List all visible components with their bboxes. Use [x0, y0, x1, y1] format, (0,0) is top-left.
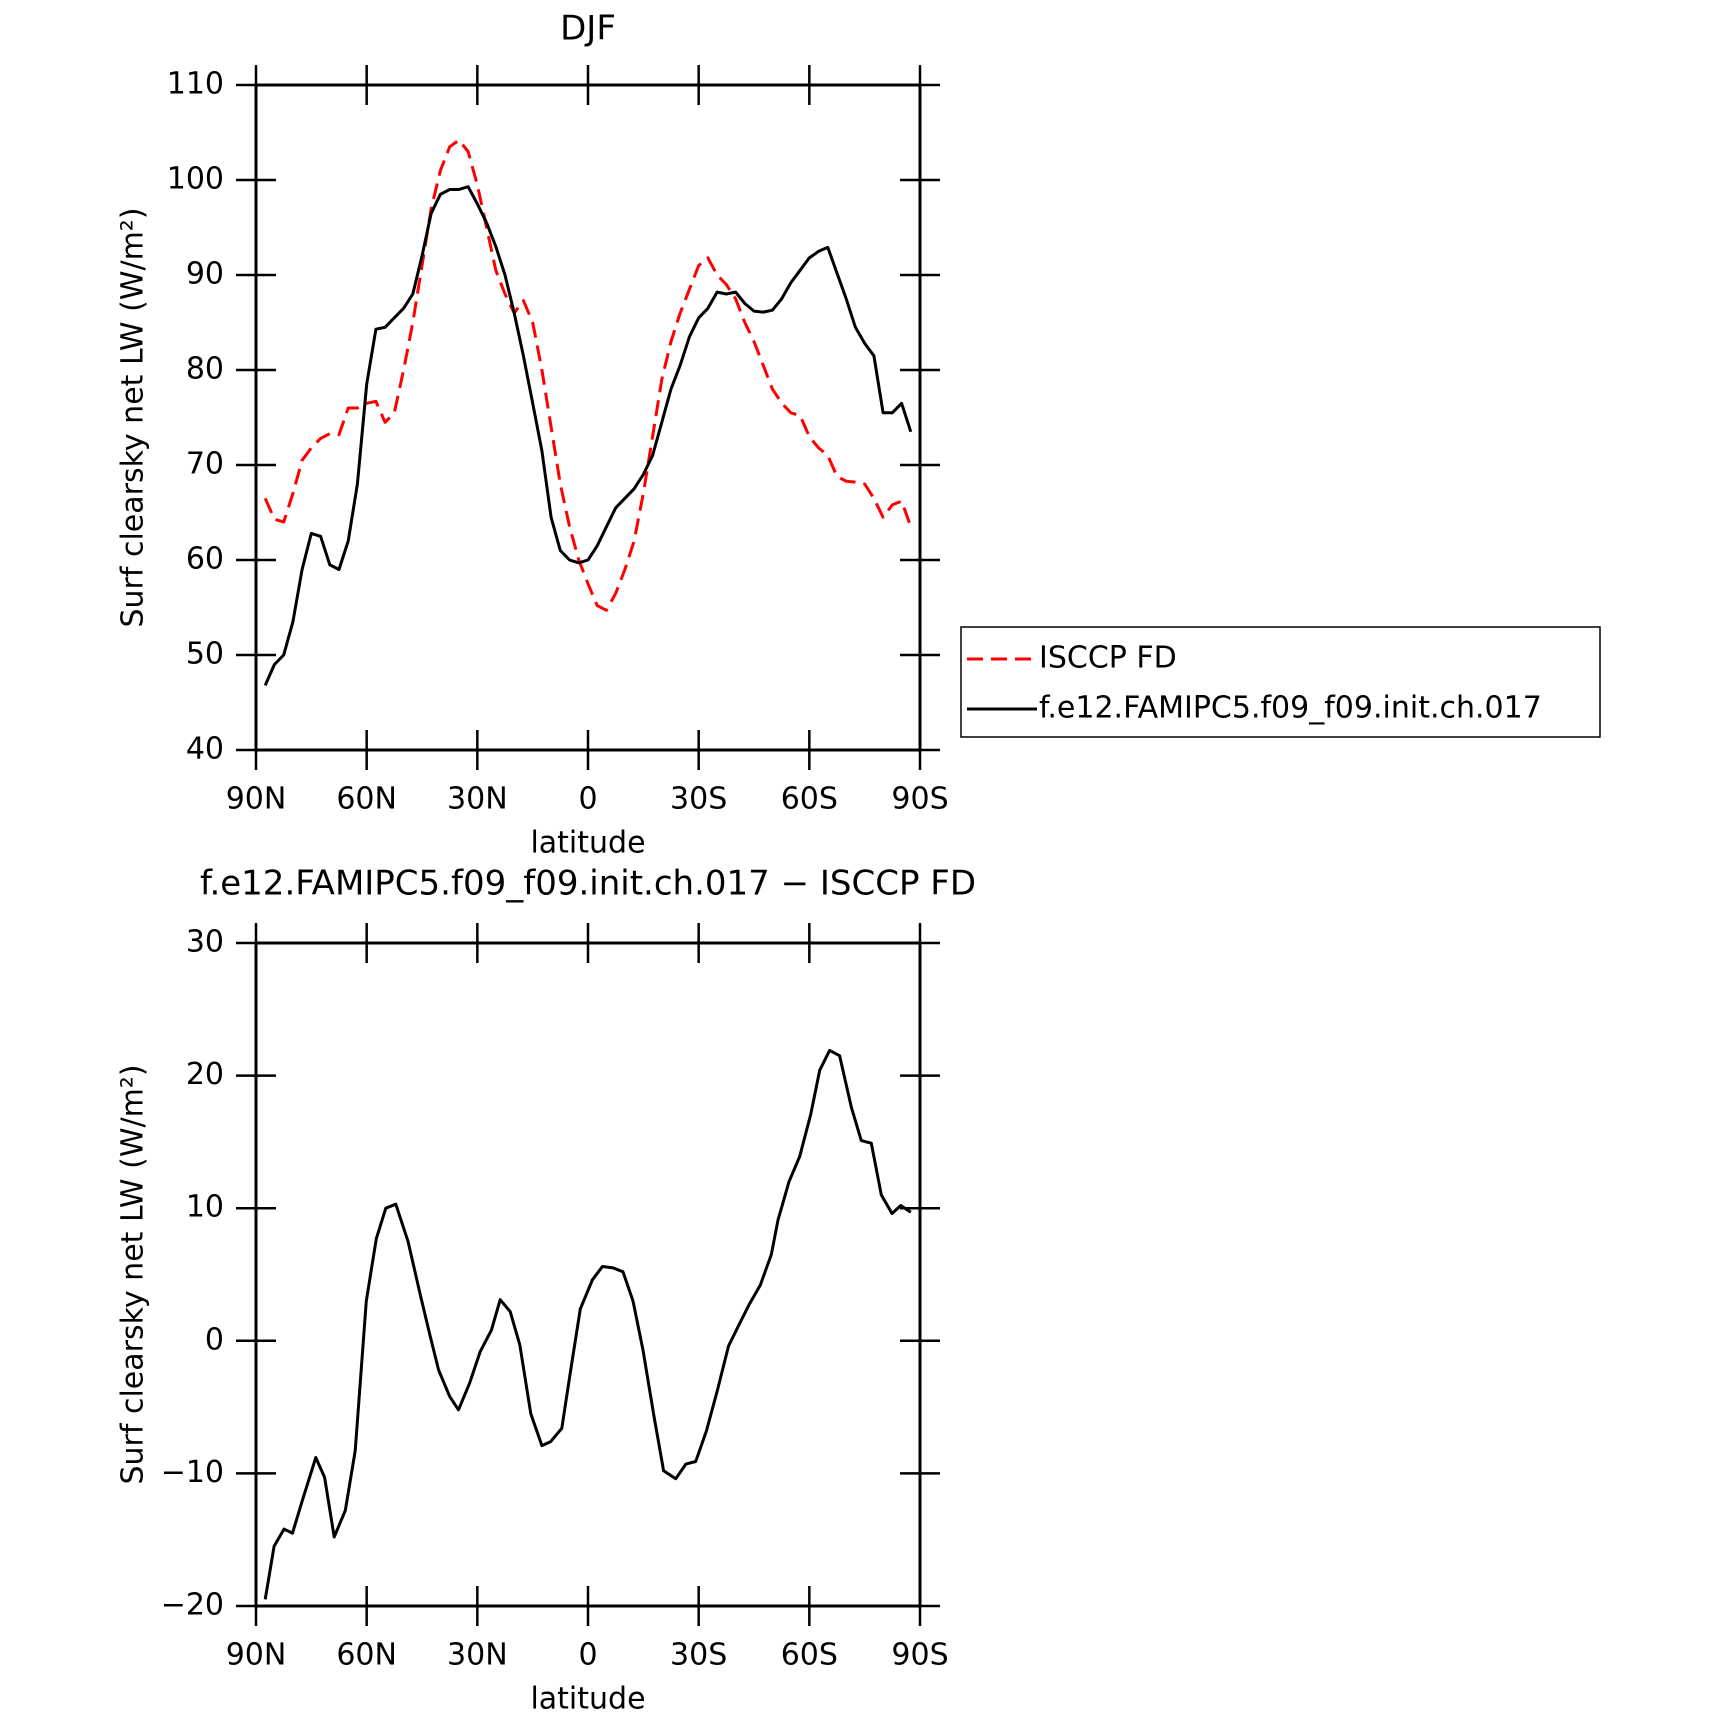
y-tick-label: 20	[186, 1057, 224, 1092]
x-axis-label: latitude	[530, 1682, 645, 1717]
y-tick-label: 30	[186, 925, 224, 960]
x-tick-label: 60N	[336, 782, 397, 817]
x-tick-label: 30S	[670, 782, 727, 817]
y-tick-label: −10	[161, 1455, 224, 1490]
x-tick-label: 30N	[447, 1638, 508, 1673]
x-tick-label: 90N	[226, 1638, 287, 1673]
y-tick-label: 80	[186, 352, 224, 387]
y-tick-label: 40	[186, 732, 224, 767]
data-line	[263, 138, 913, 612]
x-tick-label: 30N	[447, 782, 508, 817]
legend-label: f.e12.FAMIPC5.f09_f09.init.ch.017	[1039, 691, 1542, 726]
y-tick-label: 60	[186, 542, 224, 577]
data-line	[263, 1048, 912, 1600]
data-line	[263, 185, 913, 687]
y-tick-label: −20	[161, 1588, 224, 1623]
y-axis-label: Surf clearsky net LW (W/m²)	[116, 1064, 151, 1484]
x-tick-label: 60S	[781, 782, 838, 817]
y-tick-label: 110	[167, 67, 224, 102]
x-axis-label: latitude	[530, 826, 645, 861]
plot-frame	[254, 83, 922, 752]
x-tick-label: 0	[578, 1638, 597, 1673]
x-tick-label: 60N	[336, 1638, 397, 1673]
y-tick-label: 90	[186, 257, 224, 292]
y-axis-label: Surf clearsky net LW (W/m²)	[116, 207, 151, 627]
legend-box	[960, 626, 1601, 738]
y-tick-label: 0	[205, 1322, 224, 1357]
y-tick-label: 50	[186, 637, 224, 672]
x-tick-label: 60S	[781, 1638, 838, 1673]
x-tick-label: 90S	[891, 782, 948, 817]
x-tick-label: 90N	[226, 782, 287, 817]
chart-title: DJF	[560, 9, 616, 49]
plot-frame	[254, 941, 922, 1608]
y-tick-label: 100	[167, 162, 224, 197]
legend-label: ISCCP FD	[1039, 641, 1177, 676]
x-tick-label: 30S	[670, 1638, 727, 1673]
y-tick-label: 10	[186, 1190, 224, 1225]
y-tick-label: 70	[186, 447, 224, 482]
x-tick-label: 0	[578, 782, 597, 817]
chart-title: f.e12.FAMIPC5.f09_f09.init.ch.017 − ISCC…	[200, 864, 976, 904]
x-tick-label: 90S	[891, 1638, 948, 1673]
